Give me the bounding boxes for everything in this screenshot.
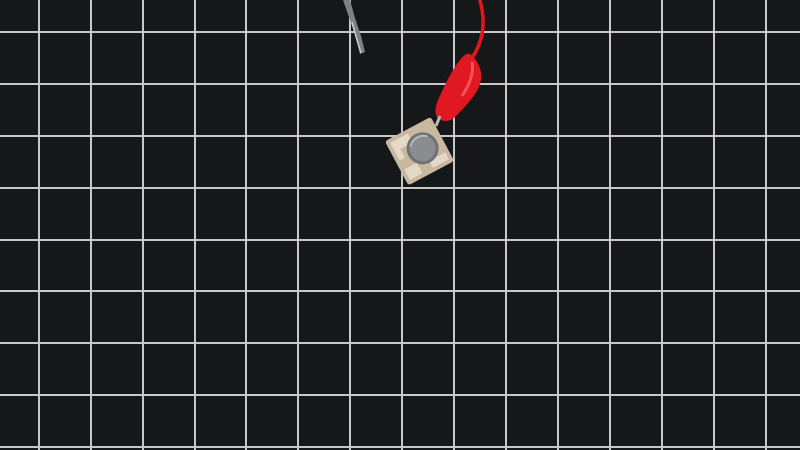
red-alligator-clip	[434, 53, 482, 127]
circuit-board	[385, 117, 454, 185]
metal-probe	[343, 0, 365, 54]
red-wire	[470, 0, 485, 60]
